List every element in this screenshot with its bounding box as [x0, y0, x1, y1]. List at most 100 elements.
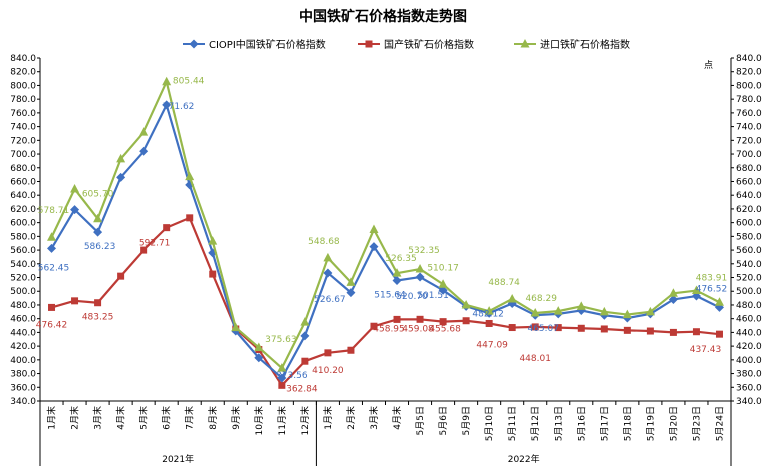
- y-tick-label-right: 440.0: [736, 328, 762, 338]
- legend-entry: CIOPI中国铁矿石价格指数: [209, 38, 326, 51]
- data-point: [393, 315, 401, 323]
- y-tick-label-left: 360.0: [10, 383, 36, 393]
- data-point: [209, 270, 217, 278]
- legend-marker: [520, 39, 530, 48]
- y-tick-label-right: 640.0: [736, 191, 762, 201]
- data-label: 476.42: [36, 320, 68, 330]
- data-label: 578.71: [38, 206, 70, 216]
- data-point: [392, 276, 402, 286]
- y-tick-label-left: 680.0: [10, 164, 36, 174]
- data-point: [507, 293, 517, 303]
- data-label: 437.43: [690, 345, 722, 355]
- y-tick-label-left: 620.0: [10, 205, 36, 215]
- data-point: [462, 317, 470, 325]
- data-point: [668, 294, 678, 304]
- data-point: [438, 279, 448, 288]
- data-point: [369, 242, 379, 252]
- y-tick-label-left: 760.0: [10, 109, 36, 119]
- data-label: 501.51: [417, 291, 449, 301]
- legend-marker: [365, 40, 373, 48]
- data-point: [347, 346, 355, 354]
- y-tick-label-right: 800.0: [736, 81, 762, 91]
- y-tick-label-right: 400.0: [736, 356, 762, 366]
- y-tick-label-left: 640.0: [10, 191, 36, 201]
- axes: 340.0 340.0 360.0 360.0 380.0 380.0 400.0 400.0…: [10, 54, 762, 466]
- data-point: [116, 153, 126, 163]
- legend-entry: 国产铁矿石价格指数: [384, 38, 474, 51]
- data-point: [162, 76, 172, 86]
- data-point: [346, 277, 356, 286]
- data-label: 526.67: [314, 295, 346, 305]
- data-label: 483.25: [82, 313, 114, 323]
- data-point: [94, 299, 102, 307]
- x-tick-label: 5月18日: [622, 406, 633, 441]
- data-point: [646, 327, 654, 335]
- data-point: [714, 297, 724, 306]
- legend-entry: 进口铁矿石价格指数: [540, 38, 630, 51]
- data-point: [186, 214, 194, 222]
- data-point: [484, 306, 494, 315]
- data-point: [301, 357, 309, 365]
- x-tick-label: 5月13日: [553, 406, 564, 441]
- data-label: 605.70: [82, 190, 114, 200]
- data-point: [48, 303, 56, 311]
- y-tick-label-right: 780.0: [736, 95, 762, 105]
- data-label: 510.17: [427, 263, 459, 273]
- y-tick-label-left: 740.0: [10, 123, 36, 133]
- data-point: [323, 252, 333, 262]
- y-tick-label-right: 820.0: [736, 68, 762, 78]
- x-tick-label: 5月末: [138, 406, 150, 430]
- data-point: [163, 224, 171, 232]
- x-tick-label: 3月末: [92, 406, 104, 430]
- x-tick-label: 4月末: [391, 406, 403, 430]
- data-point: [530, 307, 540, 317]
- data-label: 468.29: [525, 294, 557, 304]
- data-point: [162, 100, 172, 110]
- y-tick-label-right: 380.0: [736, 370, 762, 380]
- data-point: [415, 272, 425, 282]
- data-point: [117, 272, 125, 280]
- data-label: 458.95: [373, 324, 405, 334]
- x-tick-label: 5月11日: [507, 406, 518, 441]
- y-tick-label-left: 480.0: [10, 301, 36, 311]
- x-tick-label: 5月12日: [530, 406, 541, 441]
- y-tick-label-left: 660.0: [10, 177, 36, 187]
- y-tick-label-left: 720.0: [10, 136, 36, 146]
- data-label: 447.09: [476, 341, 508, 351]
- y-tick-label-left: 580.0: [10, 232, 36, 242]
- y-tick-label-left: 460.0: [10, 315, 36, 325]
- data-label: 448.01: [519, 354, 551, 364]
- y-tick-label-right: 560.0: [736, 246, 762, 256]
- data-label: 592.71: [139, 239, 171, 249]
- data-point: [645, 306, 655, 316]
- legend: CIOPI中国铁矿石价格指数 国产铁矿石价格指数 进口铁矿石价格指数: [183, 38, 630, 51]
- data-point: [139, 127, 149, 136]
- data-point: [254, 342, 264, 351]
- data-point: [415, 264, 425, 273]
- data-label: 459.08: [402, 324, 434, 334]
- year-group-label: 2021年: [162, 453, 194, 465]
- y-tick-label-left: 840.0: [10, 54, 36, 64]
- x-tick-label: 5月5日: [415, 406, 426, 435]
- data-point: [93, 213, 103, 223]
- data-point: [553, 306, 563, 315]
- chart-title: 中国铁矿石价格指数走势图: [299, 8, 467, 25]
- data-label: 482.12: [472, 310, 504, 320]
- y-tick-label-left: 420.0: [10, 342, 36, 352]
- y-tick-label-right: 720.0: [736, 136, 762, 146]
- data-label: 483.91: [696, 273, 728, 283]
- y-tick-label-right: 500.0: [736, 287, 762, 297]
- y-tick-label-left: 600.0: [10, 219, 36, 229]
- y-tick-label-left: 560.0: [10, 246, 36, 256]
- x-tick-label: 5月6日: [438, 406, 449, 435]
- x-tick-label: 4月末: [115, 406, 127, 430]
- series-layer: [47, 76, 724, 389]
- y-tick-label-left: 820.0: [10, 68, 36, 78]
- data-point: [140, 246, 148, 254]
- data-point: [300, 317, 310, 326]
- y-tick-label-right: 620.0: [736, 205, 762, 215]
- y-tick-label-right: 420.0: [736, 342, 762, 352]
- y-tick-label-right: 680.0: [736, 164, 762, 174]
- y-tick-label-left: 340.0: [10, 397, 36, 407]
- data-label: 455.68: [429, 325, 461, 335]
